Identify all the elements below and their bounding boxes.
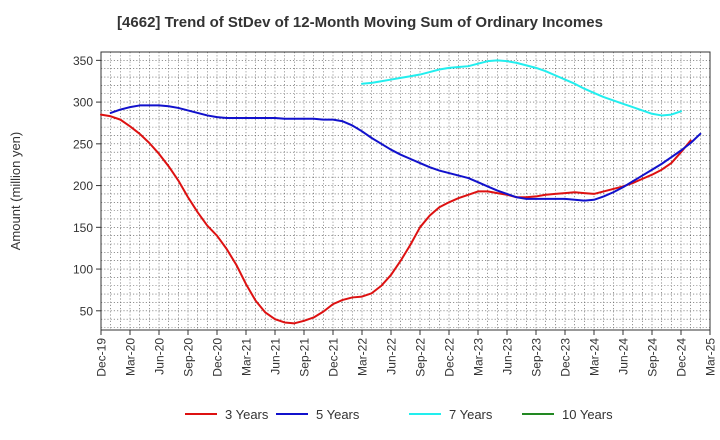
y-tick-label: 250 bbox=[73, 137, 93, 151]
x-tick-label: Sep-20 bbox=[182, 338, 196, 377]
x-tick-label: Dec-22 bbox=[443, 338, 457, 377]
x-tick-label: Mar-21 bbox=[240, 338, 254, 376]
x-tick-label: Sep-21 bbox=[298, 338, 312, 377]
x-tick-label: Dec-23 bbox=[559, 338, 573, 377]
x-tick-label: Sep-22 bbox=[414, 338, 428, 377]
legend-label-5-years: 5 Years bbox=[316, 407, 360, 422]
legend-label-3-years: 3 Years bbox=[225, 407, 269, 422]
series-line-7-years bbox=[361, 59, 682, 117]
x-tick-label: Mar-20 bbox=[124, 338, 138, 376]
y-tick-label: 150 bbox=[73, 221, 93, 235]
legend-label-7-years: 7 Years bbox=[449, 407, 493, 422]
y-axis-label: Amount (million yen) bbox=[8, 132, 23, 251]
x-tick-label: Jun-23 bbox=[501, 338, 515, 375]
series-line-5-years bbox=[109, 104, 702, 202]
x-tick-label: Mar-23 bbox=[472, 338, 486, 376]
y-tick-label: 50 bbox=[80, 304, 94, 318]
x-tick-label: Mar-22 bbox=[356, 338, 370, 376]
x-tick-label: Mar-25 bbox=[704, 338, 718, 376]
chart-title: [4662] Trend of StDev of 12-Month Moving… bbox=[117, 14, 603, 31]
plot-axes: 50 100 150 200 250 300 350 Dec-19 Mar-20 Jun-20 Se… bbox=[73, 51, 718, 377]
y-tick-label: 200 bbox=[73, 179, 93, 193]
y-tick-label: 100 bbox=[73, 263, 93, 277]
x-tick-label: Dec-20 bbox=[211, 338, 225, 377]
x-tick-label: Dec-19 bbox=[95, 338, 109, 377]
x-tick-label: Sep-23 bbox=[530, 338, 544, 377]
x-tick-label: Jun-22 bbox=[385, 338, 399, 375]
x-tick-label: Dec-24 bbox=[675, 338, 689, 377]
legend: 3 Years 5 Years 7 Years 10 Years bbox=[185, 407, 613, 422]
plot-series bbox=[100, 59, 702, 325]
x-tick-label: Jun-21 bbox=[269, 338, 283, 375]
x-tick-label: Jun-20 bbox=[153, 338, 167, 375]
plot-frame bbox=[100, 51, 711, 331]
series-line-3-years bbox=[100, 113, 692, 325]
legend-label-10-years: 10 Years bbox=[562, 407, 613, 422]
x-tick-label: Jun-24 bbox=[617, 338, 631, 375]
x-tick-label: Mar-24 bbox=[588, 338, 602, 376]
y-tick-label: 300 bbox=[73, 96, 93, 110]
x-tick-label: Dec-21 bbox=[327, 338, 341, 377]
plot-grid bbox=[101, 51, 710, 330]
y-tick-label: 350 bbox=[73, 54, 93, 68]
x-tick-label: Sep-24 bbox=[646, 338, 660, 377]
